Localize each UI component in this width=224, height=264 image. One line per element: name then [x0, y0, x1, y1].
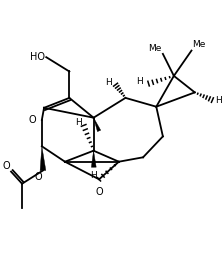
Text: H: H [106, 78, 112, 87]
Text: O: O [95, 187, 103, 197]
Polygon shape [94, 118, 101, 131]
Text: H: H [136, 77, 143, 86]
Text: H: H [90, 171, 97, 180]
Text: Me: Me [193, 40, 206, 49]
Polygon shape [40, 146, 46, 171]
Text: H: H [75, 117, 82, 127]
Text: O: O [2, 161, 10, 171]
Text: HO: HO [30, 52, 45, 62]
Text: O: O [29, 115, 36, 125]
Text: Me: Me [148, 44, 162, 53]
Polygon shape [91, 151, 96, 167]
Text: O: O [34, 172, 42, 182]
Text: H: H [215, 96, 222, 105]
